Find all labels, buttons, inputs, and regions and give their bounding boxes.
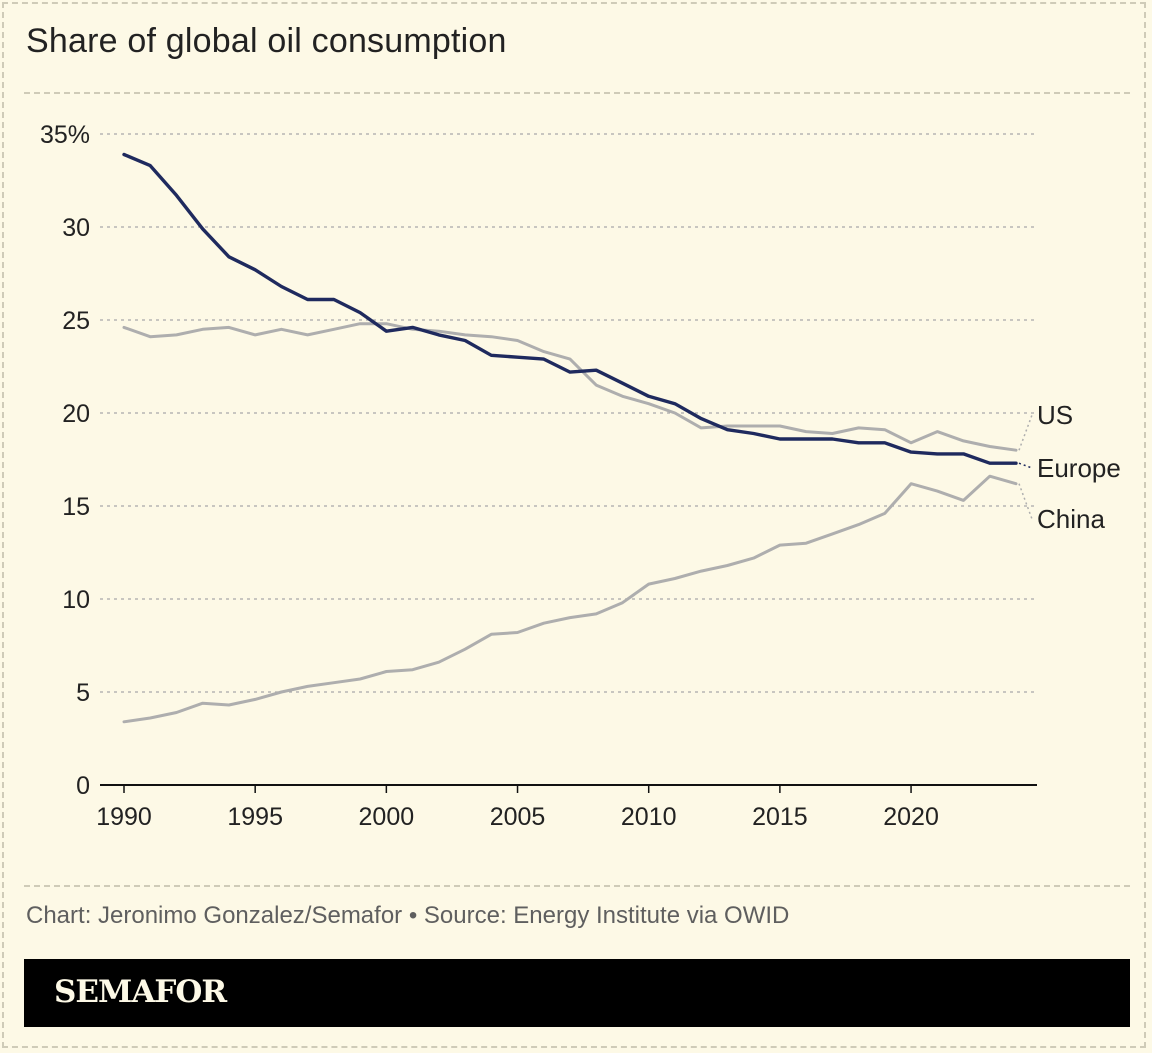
chart-credit: Chart: Jeronimo Gonzalez/Semafor • Sourc… (26, 902, 790, 929)
x-tick-label: 1990 (96, 803, 152, 831)
x-tick-label: 2015 (752, 803, 808, 831)
series-line-china (122, 474, 1018, 724)
leader-europe (1018, 462, 1033, 469)
y-tick-label: 15 (62, 493, 90, 521)
series-label-china: China (1037, 504, 1105, 534)
brand-bar: SEMAFOR (24, 959, 1130, 1027)
y-tick-label: 0 (76, 772, 90, 800)
y-tick-label: 10 (62, 586, 90, 614)
chart-title: Share of global oil consumption (26, 22, 507, 60)
y-tick-label: 35% (40, 121, 90, 149)
y-tick-label: 30 (62, 214, 90, 242)
semafor-logo: SEMAFOR (54, 974, 227, 1010)
bottom-rule (24, 885, 1130, 887)
series-label-europe: Europe (1037, 453, 1121, 483)
leader-china (1018, 483, 1033, 520)
x-tick-label: 2020 (883, 803, 939, 831)
top-rule (24, 92, 1130, 94)
leader-us (1018, 414, 1033, 451)
series-label-us: US (1037, 400, 1073, 430)
series-line-us (122, 322, 1018, 452)
y-tick-label: 25 (62, 307, 90, 335)
x-tick-label: 2005 (490, 803, 546, 831)
x-tick-label: 1995 (227, 803, 283, 831)
y-tick-label: 20 (62, 400, 90, 428)
x-tick-label: 2010 (621, 803, 677, 831)
y-tick-label: 5 (76, 679, 90, 707)
x-tick-label: 2000 (359, 803, 415, 831)
series-line-europe (122, 152, 1018, 465)
